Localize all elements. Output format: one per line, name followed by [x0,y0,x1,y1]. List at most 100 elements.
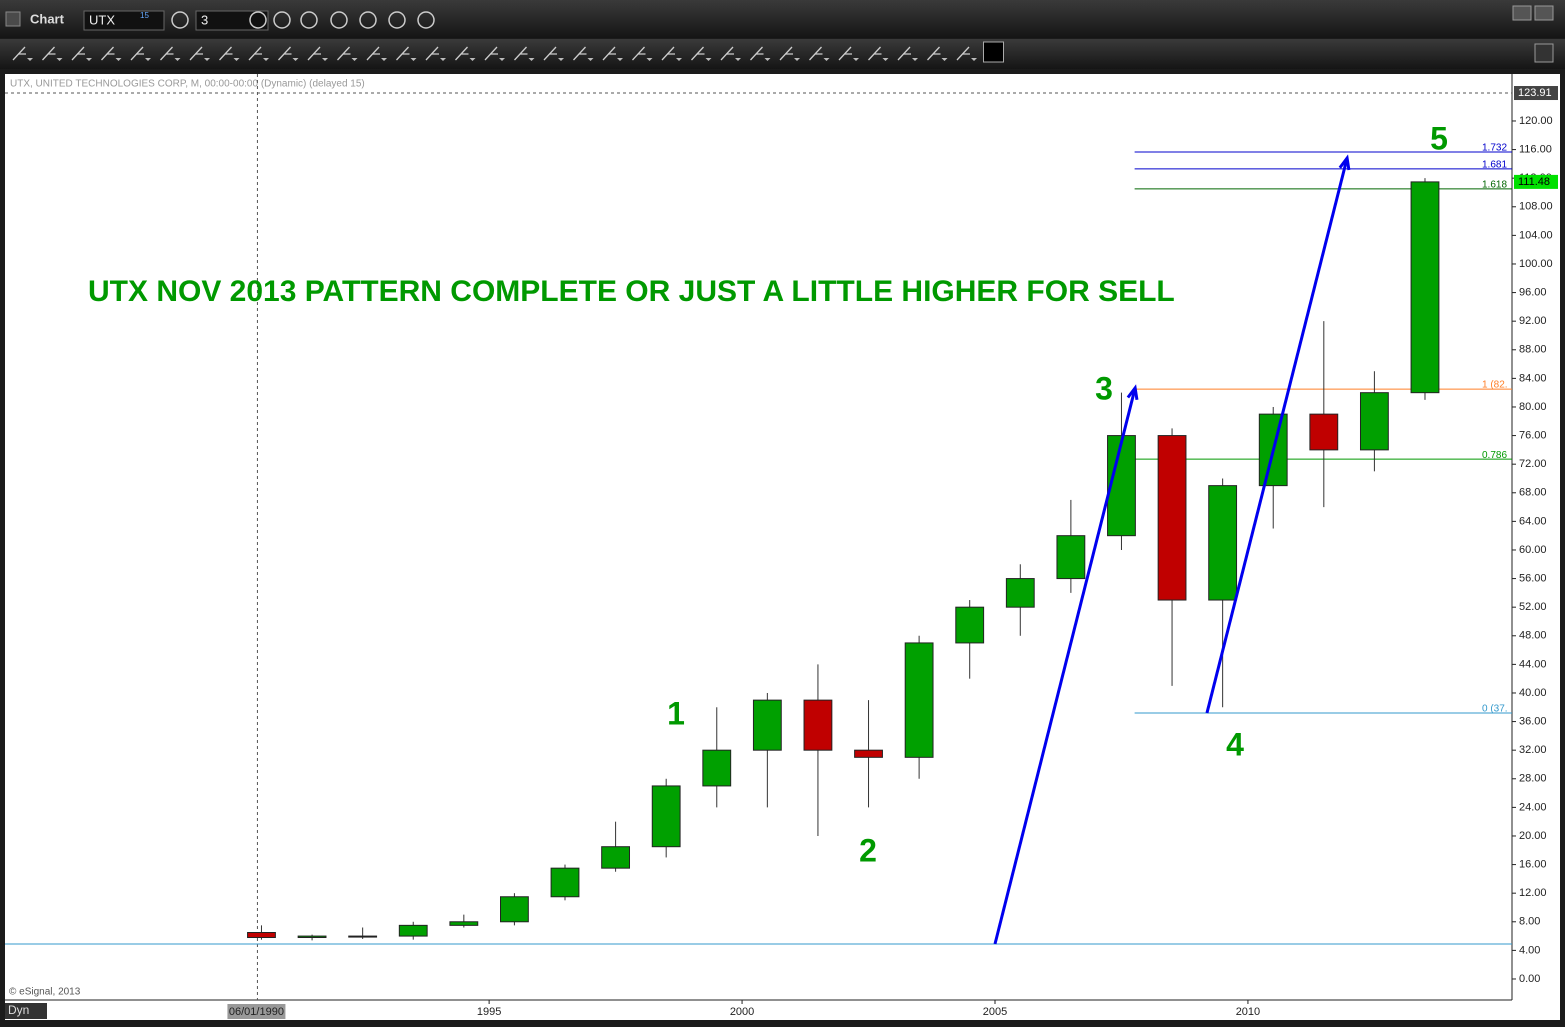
toolbar-dropdown[interactable] [617,58,623,61]
toolbar-button[interactable] [661,46,675,61]
toolbar-dropdown[interactable] [292,58,299,61]
y-tick-label: 16.00 [1519,858,1547,870]
interval-input[interactable] [195,10,269,31]
toolbar-dropdown[interactable] [794,58,800,61]
x-tick-label: 2005 [983,1006,1007,1018]
toolbar-button[interactable] [514,46,528,61]
toolbar-button[interactable] [12,46,26,61]
candle-body [803,699,833,751]
toolbar-dropdown[interactable] [263,58,269,61]
price-marker-label: 123.91 [1518,87,1552,99]
toolbar-button[interactable] [1534,43,1554,63]
y-tick-label: 96.00 [1519,286,1547,298]
toolbar-button[interactable] [543,46,557,61]
candle-body [1157,435,1187,601]
chart-header: UTX, UNITED TECHNOLOGIES CORP, M, 00:00-… [10,79,365,90]
symbol-input[interactable] [83,10,165,31]
toolbar-dropdown[interactable] [351,58,358,61]
toolbar-button[interactable] [396,46,410,61]
toolbar-dropdown[interactable] [499,58,505,61]
toolbar-button[interactable] [42,46,56,61]
toolbar-button[interactable] [307,46,321,61]
toolbar-button[interactable] [573,46,587,61]
toolbar-button[interactable] [484,46,498,61]
candle-body [1208,485,1238,601]
toolbar-dropdown[interactable] [823,58,830,61]
wave-label: 1 [667,695,685,731]
fib-label: 1 (82. [1482,380,1508,391]
toolbar-button[interactable] [425,46,439,61]
toolbar-dropdown[interactable] [86,58,92,61]
toolbar-dropdown[interactable] [174,58,181,61]
toolbar-dropdown[interactable] [145,58,151,61]
y-tick-label: 88.00 [1519,344,1547,356]
toolbar-button[interactable] [897,46,911,61]
toolbar-button[interactable] [101,46,115,61]
toolbar-dropdown[interactable] [56,58,63,61]
toolbar-button[interactable] [189,46,203,61]
candle-body [398,924,428,937]
toolbar-button[interactable] [868,46,882,61]
toolbar-button[interactable] [359,11,377,29]
toolbar-dropdown[interactable] [676,58,682,61]
toolbar-button[interactable] [171,11,189,29]
toolbar-dropdown[interactable] [27,58,33,61]
toolbar-button[interactable] [983,41,1004,63]
close-button[interactable] [1534,5,1554,21]
toolbar-button[interactable] [300,11,318,29]
toolbar-button[interactable] [455,46,469,61]
toolbar-dropdown[interactable] [440,58,446,61]
x-tick-label: 2000 [730,1006,754,1018]
toolbar-button[interactable] [809,46,823,61]
toolbar-button[interactable] [720,46,734,61]
toolbar-button[interactable] [388,11,406,29]
y-tick-label: 20.00 [1519,830,1547,842]
candle-body [702,749,732,787]
toolbar-dropdown[interactable] [233,58,240,61]
toolbar-dropdown[interactable] [115,58,122,61]
toolbar-dropdown[interactable] [941,58,948,61]
toolbar-dropdown[interactable] [646,58,653,61]
toolbar-button[interactable] [779,46,793,61]
toolbar-dropdown[interactable] [410,58,417,61]
toolbar-dropdown[interactable] [705,58,712,61]
toolbar-button[interactable] [249,11,267,29]
toolbar-button[interactable] [273,11,291,29]
toolbar-button[interactable] [219,46,233,61]
drawing-toolbar [0,39,1565,69]
toolbar-button[interactable] [366,46,380,61]
toolbar-button[interactable] [927,46,941,61]
toolbar-dropdown[interactable] [204,58,210,61]
toolbar-button[interactable] [691,46,705,61]
toolbar-button[interactable] [956,46,970,61]
toolbar-button[interactable] [632,46,646,61]
toolbar-dropdown[interactable] [587,58,594,61]
toolbar-dropdown[interactable] [381,58,387,61]
toolbar-button[interactable] [130,46,144,61]
toolbar-dropdown[interactable] [971,58,977,61]
toolbar-button[interactable] [160,46,174,61]
toolbar-dropdown[interactable] [764,58,771,61]
toolbar-dropdown[interactable] [853,58,859,61]
toolbar-button[interactable] [337,46,351,61]
toolbar-button[interactable] [750,46,764,61]
toolbar-dropdown[interactable] [882,58,889,61]
restore-button[interactable] [1512,5,1532,21]
toolbar-button[interactable] [330,11,348,29]
y-tick-label: 8.00 [1519,916,1540,928]
toolbar-button[interactable] [248,46,262,61]
toolbar-dropdown[interactable] [558,58,564,61]
y-tick-label: 12.00 [1519,887,1547,899]
toolbar-button[interactable] [417,11,435,29]
toolbar-dropdown[interactable] [912,58,918,61]
toolbar-dropdown[interactable] [322,58,328,61]
symbol-text[interactable]: UTX [89,12,115,27]
toolbar-button[interactable] [278,46,292,61]
toolbar-button[interactable] [838,46,852,61]
toolbar-dropdown[interactable] [735,58,741,61]
toolbar-button[interactable] [71,46,85,61]
toolbar-dropdown[interactable] [469,58,476,61]
toolbar-button[interactable] [602,46,616,61]
toolbar-dropdown[interactable] [528,58,535,61]
interval-text[interactable]: 3 [201,12,208,27]
